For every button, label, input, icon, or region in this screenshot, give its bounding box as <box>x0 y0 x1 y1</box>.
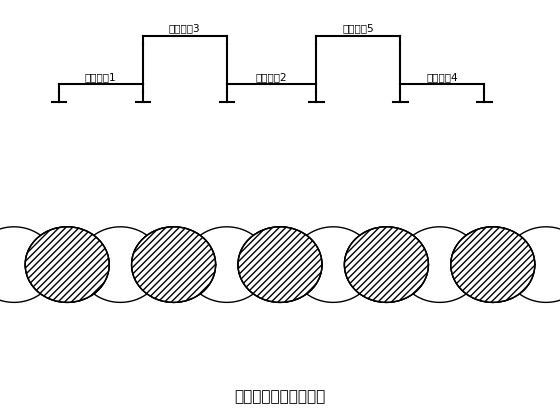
Polygon shape <box>185 227 269 302</box>
Ellipse shape <box>25 227 109 302</box>
Text: 施工顺序1: 施工顺序1 <box>85 72 116 82</box>
Polygon shape <box>78 227 162 302</box>
Polygon shape <box>25 227 109 302</box>
Text: 施工顺序4: 施工顺序4 <box>427 72 458 82</box>
Polygon shape <box>504 227 560 302</box>
Text: 搅拌桩施工顺序示意图: 搅拌桩施工顺序示意图 <box>235 389 325 404</box>
Polygon shape <box>238 227 322 302</box>
Ellipse shape <box>238 227 322 302</box>
Text: 施工顺序2: 施工顺序2 <box>256 72 287 82</box>
Ellipse shape <box>132 227 216 302</box>
Polygon shape <box>451 227 535 302</box>
Text: 施工顺序3: 施工顺序3 <box>169 23 200 33</box>
Ellipse shape <box>451 227 535 302</box>
Polygon shape <box>344 227 428 302</box>
Polygon shape <box>0 227 56 302</box>
Polygon shape <box>291 227 375 302</box>
Polygon shape <box>398 227 482 302</box>
Text: 施工顺序5: 施工顺序5 <box>343 23 374 33</box>
Ellipse shape <box>344 227 428 302</box>
Polygon shape <box>132 227 216 302</box>
